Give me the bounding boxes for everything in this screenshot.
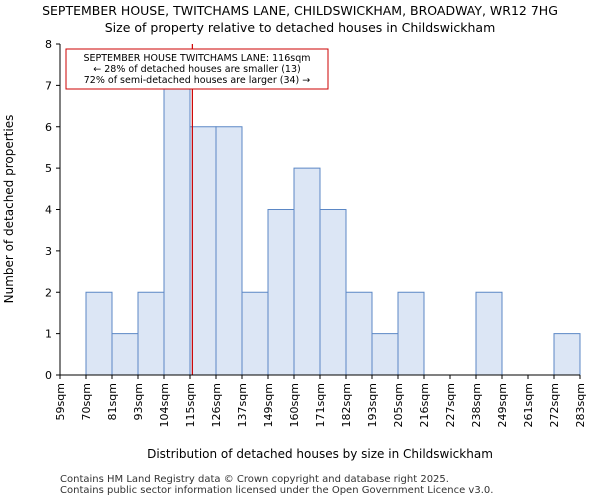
- x-tick-label: 137sqm: [236, 383, 249, 427]
- y-tick-label: 2: [45, 286, 52, 299]
- bar-104sqm: [163, 84, 191, 376]
- y-tick-label: 5: [45, 162, 52, 175]
- histogram-chart: 0 1 2 3 4 5 6 7 8 59sqm 70sqm 81sqm 93sqm 104sqm 115s…: [2, 38, 587, 461]
- x-tick-label: 160sqm: [288, 383, 301, 427]
- x-tick-label: 171sqm: [314, 383, 327, 427]
- footer-licence: Contains public sector information licen…: [60, 485, 494, 496]
- x-tick-label: 227sqm: [444, 383, 457, 427]
- annotation-line-3: 72% of semi-detached houses are larger (…: [84, 75, 311, 86]
- x-tick-label: 126sqm: [210, 383, 223, 427]
- annotation-box: SEPTEMBER HOUSE TWITCHAMS LANE: 116sqm ←…: [65, 48, 329, 90]
- y-tick-label: 0: [45, 369, 52, 382]
- x-tick-label: 193sqm: [366, 383, 379, 427]
- x-tick-label: 283sqm: [574, 383, 587, 427]
- y-tick-label: 1: [45, 328, 52, 341]
- footer-copyright: Contains HM Land Registry data © Crown c…: [60, 474, 449, 485]
- x-tick-label: 249sqm: [496, 383, 509, 427]
- bar-93sqm: [137, 291, 165, 376]
- x-tick-label: 104sqm: [158, 383, 171, 427]
- x-tick-label: 115sqm: [184, 383, 197, 427]
- chart-title: SEPTEMBER HOUSE, TWITCHAMS LANE, CHILDSW…: [42, 3, 558, 18]
- y-tick-label: 4: [45, 204, 52, 217]
- x-tick-label: 149sqm: [262, 383, 275, 427]
- x-tick-label: 205sqm: [392, 383, 405, 427]
- bar-193sqm: [371, 333, 399, 376]
- bar-182sqm: [345, 291, 373, 376]
- annotation-line-2: ← 28% of detached houses are smaller (13…: [93, 64, 300, 75]
- x-tick-label: 272sqm: [548, 383, 561, 427]
- bar-171sqm: [319, 209, 347, 376]
- x-tick-label: 216sqm: [418, 383, 431, 427]
- x-tick-label: 238sqm: [470, 383, 483, 427]
- x-axis-label: Distribution of detached houses by size …: [147, 447, 493, 461]
- x-tick-label: 81sqm: [106, 383, 119, 420]
- bar-70sqm: [85, 291, 113, 376]
- x-ticks-group: 59sqm 70sqm 81sqm 93sqm 104sqm 115sqm 126sqm 13…: [54, 375, 587, 427]
- bar-149sqm: [267, 209, 295, 376]
- bar-272sqm: [553, 333, 581, 376]
- bar-205sqm: [397, 291, 425, 376]
- bar-126sqm: [215, 126, 243, 376]
- bar-160sqm: [293, 167, 321, 376]
- bar-115sqm: [189, 126, 217, 376]
- y-ticks-group: 0 1 2 3 4 5 6 7 8: [45, 38, 60, 382]
- y-tick-label: 7: [45, 79, 52, 92]
- x-tick-label: 59sqm: [54, 383, 67, 420]
- annotation-line-1: SEPTEMBER HOUSE TWITCHAMS LANE: 116sqm: [83, 53, 310, 64]
- y-tick-label: 8: [45, 38, 52, 51]
- y-tick-label: 6: [45, 121, 52, 134]
- y-tick-label: 3: [45, 245, 52, 258]
- bar-137sqm: [241, 291, 269, 376]
- bar-81sqm: [111, 333, 139, 376]
- x-tick-label: 182sqm: [340, 383, 353, 427]
- x-tick-label: 93sqm: [132, 383, 145, 420]
- x-tick-label: 261sqm: [522, 383, 535, 427]
- y-axis-label: Number of detached properties: [2, 115, 16, 304]
- bar-238sqm: [475, 291, 503, 376]
- bars-group: [85, 84, 581, 376]
- chart-subtitle: Size of property relative to detached ho…: [104, 20, 496, 35]
- x-tick-label: 70sqm: [80, 383, 93, 420]
